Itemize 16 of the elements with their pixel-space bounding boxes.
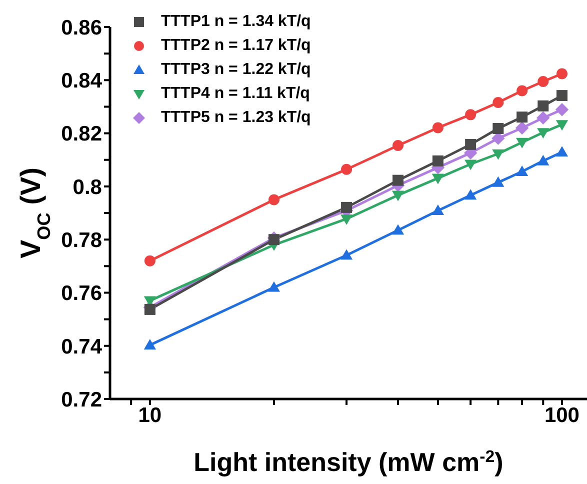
x-tick-label: 10	[138, 404, 162, 427]
legend-label: TTTP5 n = 1.23 kT/q	[161, 109, 311, 127]
legend-label: TTTP3 n = 1.22 kT/q	[161, 61, 311, 79]
legend-label: TTTP2 n = 1.17 kT/q	[161, 37, 311, 55]
legend-label: TTTP4 n = 1.11 kT/q	[161, 85, 310, 103]
y-tick-label: 0.8	[72, 176, 102, 199]
y-tick-label: 0.82	[61, 122, 102, 146]
x-axis-title: Light intensity (mW cm$^{-2}$)	[194, 446, 504, 477]
y-tick-label: 0.74	[61, 335, 102, 358]
y-tick-label: 0.84	[61, 70, 102, 93]
legend-label: TTTP1 n = 1.34 kT/q	[161, 13, 311, 31]
y-tick-label: 0.86	[61, 16, 102, 40]
y-tick-label: 0.72	[61, 388, 102, 412]
y-tick-label: 0.78	[61, 229, 102, 252]
x-tick-label: 100	[544, 404, 580, 427]
y-tick-label: 0.76	[61, 282, 102, 306]
